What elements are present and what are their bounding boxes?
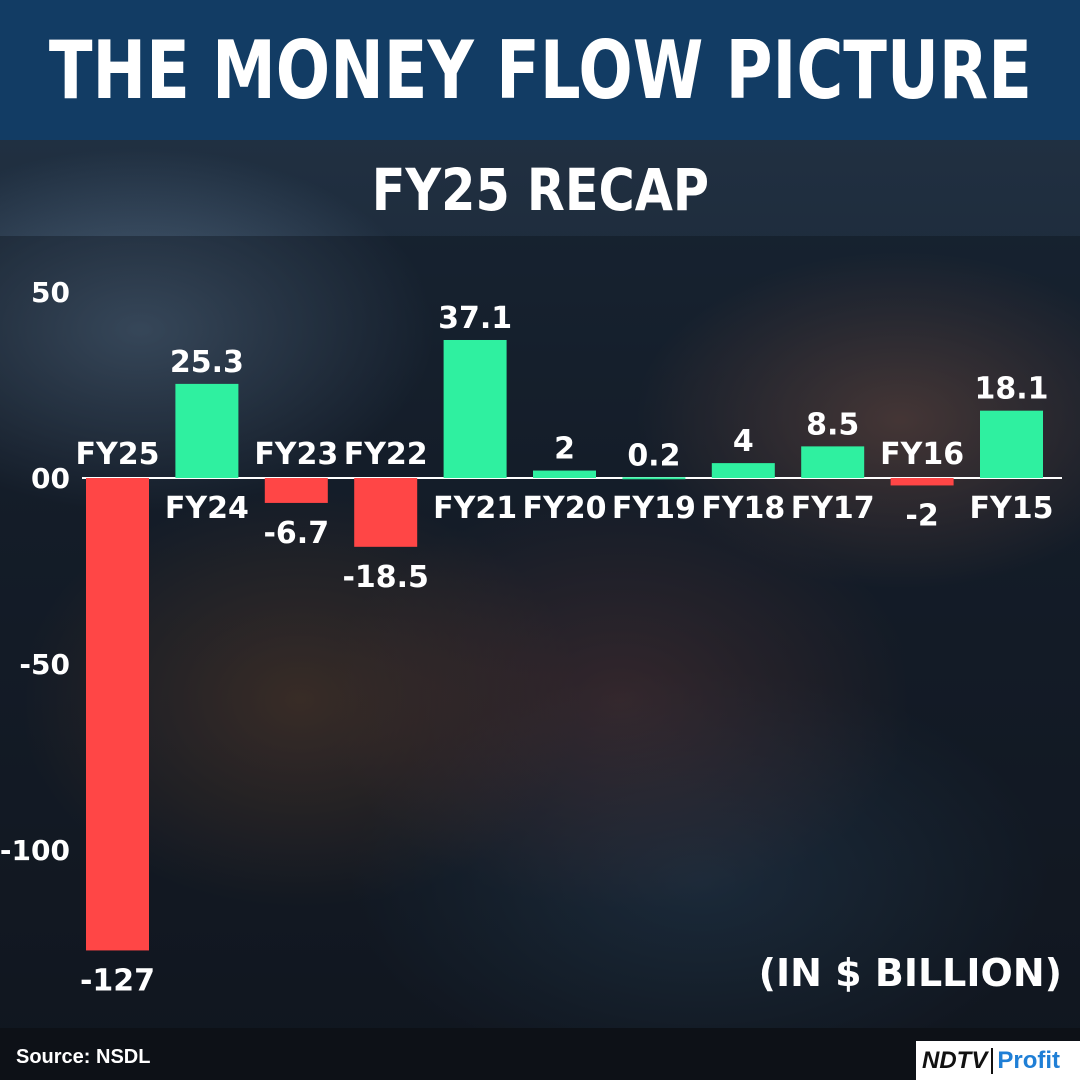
subtitle-text: FY25 RECAP xyxy=(371,156,709,224)
bar xyxy=(711,463,775,478)
bar xyxy=(86,478,149,951)
data-label: 0.2 xyxy=(627,438,680,473)
category-label: FY16 xyxy=(880,437,964,472)
category-label: FY24 xyxy=(165,491,249,526)
data-label: 25.3 xyxy=(170,345,244,380)
header-banner: THE MONEY FLOW PICTURE xyxy=(0,0,1080,140)
logo-profit-text: Profit xyxy=(997,1046,1061,1074)
category-label: FY25 xyxy=(76,437,160,472)
chart-band xyxy=(0,236,1080,1028)
category-label: FY20 xyxy=(523,491,607,526)
ndtv-profit-logo: NDTV Profit xyxy=(916,1041,1080,1080)
data-label: -2 xyxy=(905,498,938,533)
data-label: 37.1 xyxy=(438,301,512,336)
category-label: FY17 xyxy=(791,491,875,526)
y-tick-label: -100 xyxy=(0,834,70,867)
bar xyxy=(354,478,418,547)
data-label: -18.5 xyxy=(342,560,428,595)
bar xyxy=(890,478,954,486)
category-label: FY23 xyxy=(254,437,338,472)
page-subtitle: FY25 RECAP xyxy=(0,150,1080,230)
data-label: 2 xyxy=(554,432,575,467)
footer-bar xyxy=(0,1028,1080,1080)
category-label: FY21 xyxy=(433,491,517,526)
category-label: FY19 xyxy=(612,491,696,526)
bar xyxy=(264,478,328,503)
category-label: FY22 xyxy=(344,437,428,472)
unit-label: (IN $ BILLION) xyxy=(759,951,1062,995)
data-label: 4 xyxy=(733,424,754,459)
data-label: 18.1 xyxy=(974,372,1048,407)
logo-ndtv-text: NDTV xyxy=(922,1046,988,1074)
bar xyxy=(980,410,1043,478)
category-label: FY15 xyxy=(970,491,1054,526)
bar xyxy=(443,339,507,478)
data-label: 8.5 xyxy=(806,407,859,442)
page-title: THE MONEY FLOW PICTURE xyxy=(48,23,1032,117)
y-tick-label: -50 xyxy=(19,648,70,681)
bar xyxy=(801,446,865,478)
bar xyxy=(622,477,686,480)
bar xyxy=(533,470,596,478)
logo-divider xyxy=(991,1047,994,1074)
y-tick-label: 00 xyxy=(31,462,70,495)
data-label: -6.7 xyxy=(263,516,329,551)
bar xyxy=(175,383,239,478)
data-label: -127 xyxy=(80,963,155,998)
category-label: FY18 xyxy=(701,491,785,526)
source-note: Source: NSDL xyxy=(16,1046,151,1068)
y-tick-label: 50 xyxy=(31,276,70,309)
